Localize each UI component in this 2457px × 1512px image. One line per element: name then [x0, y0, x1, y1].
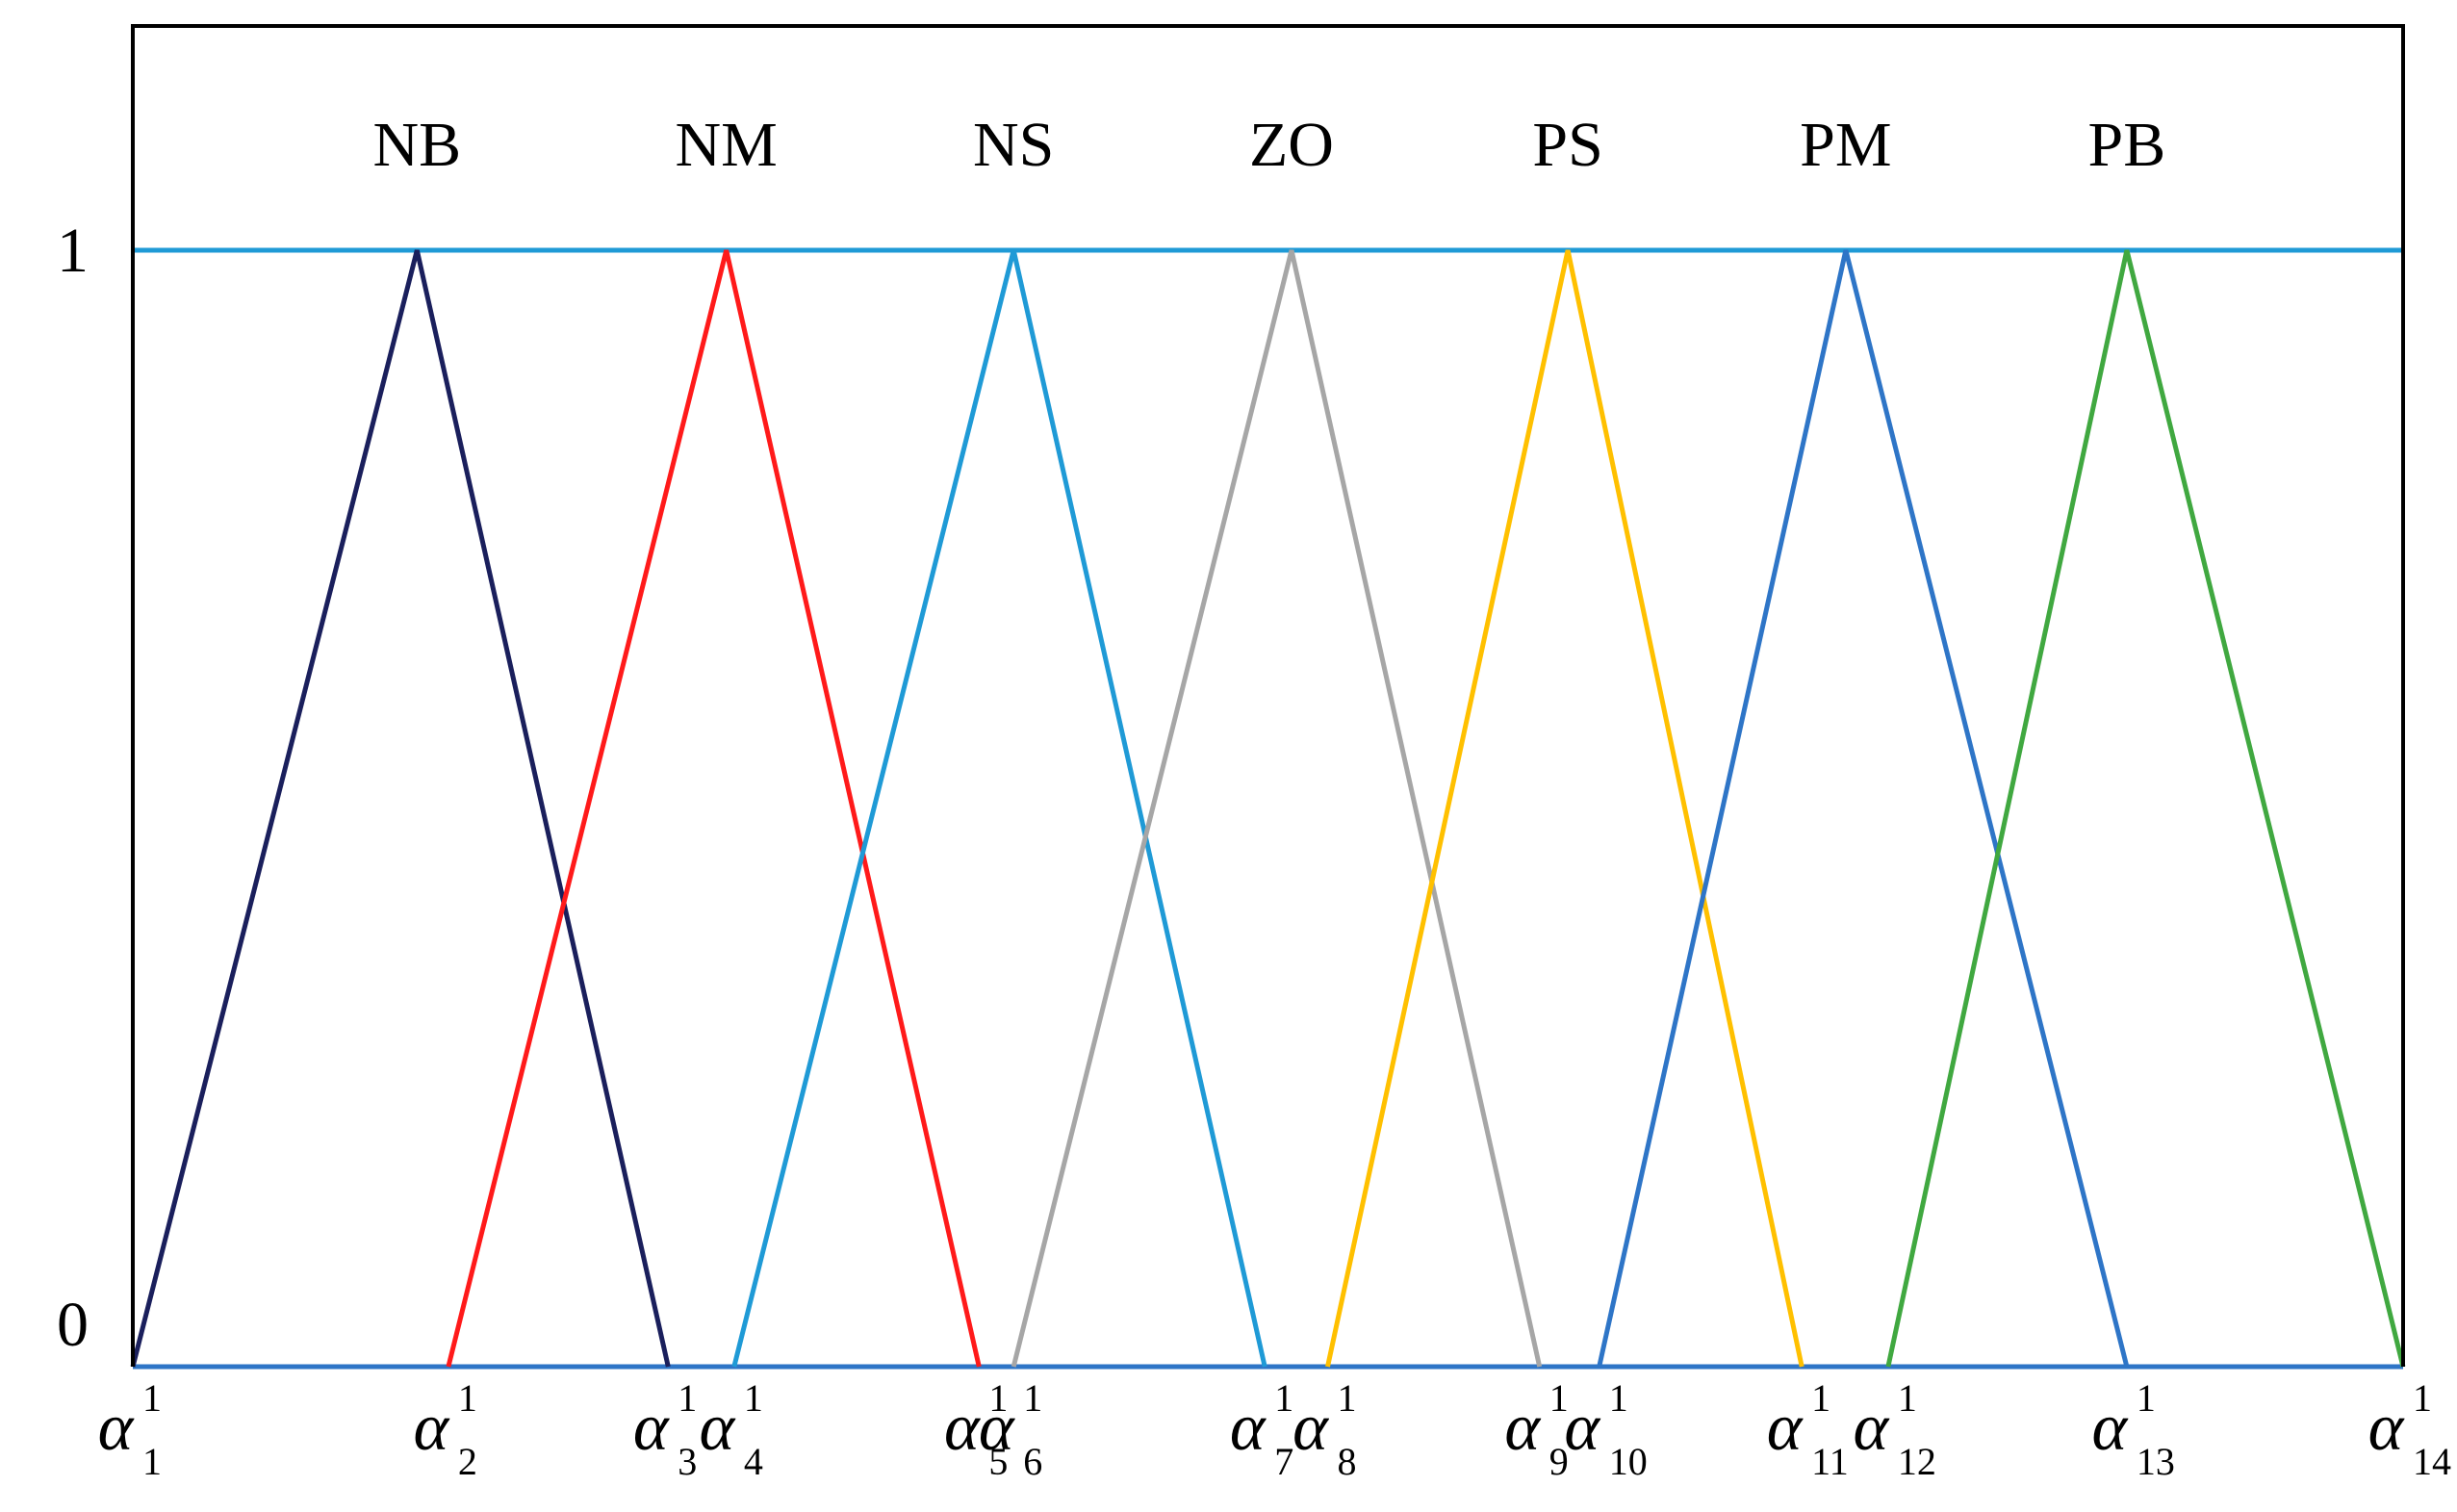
x-tick-base: α: [1292, 1391, 1329, 1465]
x-tick-superscript: 1: [744, 1376, 763, 1420]
x-tick-base: α: [1504, 1391, 1541, 1465]
x-tick-subscript: 9: [1549, 1440, 1569, 1483]
plot-frame: [131, 24, 2405, 1367]
series-labels: NB NM NS ZO PS PM PB: [372, 110, 2165, 180]
x-tick-subscript: 1: [142, 1440, 162, 1483]
series-label-ps: PS: [1532, 110, 1602, 180]
x-tick-subscript: 7: [1274, 1440, 1293, 1483]
x-tick-subscript: 5: [988, 1440, 1008, 1483]
series-label-ns: NS: [973, 110, 1054, 180]
x-tick-superscript: 1: [1337, 1376, 1356, 1420]
x-tick-superscript: 1: [458, 1376, 477, 1420]
series-label-zo: ZO: [1249, 110, 1334, 180]
reference-lines: [133, 247, 2403, 1370]
series-line-nb: [130, 249, 671, 1368]
x-tick-label-2: α 1 2: [414, 1376, 477, 1483]
plot-border: [131, 24, 2405, 1367]
y-tick-label-1: 1: [57, 216, 89, 286]
x-tick-label-14: α 1 14: [2368, 1376, 2451, 1483]
x-tick-base: α: [944, 1391, 981, 1465]
series-line-pm: [1597, 249, 2130, 1368]
series-line-ps: [1325, 249, 1804, 1368]
x-tick-base: α: [633, 1391, 670, 1465]
x-tick-subscript: 8: [1337, 1440, 1356, 1483]
x-tick-label-13: α 1 13: [2091, 1376, 2174, 1483]
series-label-nb: NB: [372, 110, 461, 180]
x-tick-subscript: 3: [678, 1440, 697, 1483]
x-tick-superscript: 1: [1898, 1376, 1917, 1420]
x-tick-superscript: 1: [2413, 1376, 2432, 1420]
x-tick-superscript: 1: [1023, 1376, 1042, 1420]
x-tick-label-8: α 1 8: [1292, 1376, 1356, 1483]
x-tick-base: α: [1854, 1391, 1890, 1465]
x-tick-base: α: [1564, 1391, 1600, 1465]
series-line-ns: [731, 249, 1267, 1368]
series-line-zo: [1011, 249, 1543, 1368]
x-tick-subscript: 6: [1023, 1440, 1042, 1483]
y-axis-ticks: 01: [57, 216, 89, 1360]
x-tick-superscript: 1: [142, 1376, 162, 1420]
x-tick-base: α: [979, 1391, 1015, 1465]
x-tick-superscript: 1: [1811, 1376, 1830, 1420]
x-tick-subscript: 2: [458, 1440, 477, 1483]
x-tick-label-5: α 1 5: [944, 1376, 1008, 1483]
series-label-pm: PM: [1800, 110, 1891, 180]
x-tick-label-7: α 1 7: [1230, 1376, 1293, 1483]
x-tick-superscript: 1: [678, 1376, 697, 1420]
x-tick-subscript: 13: [2137, 1440, 2175, 1483]
x-tick-superscript: 1: [1274, 1376, 1293, 1420]
x-tick-label-10: α 1 10: [1564, 1376, 1647, 1483]
x-tick-subscript: 12: [1898, 1440, 1936, 1483]
x-tick-label-6: α 16: [979, 1376, 1042, 1483]
x-tick-base: α: [1767, 1391, 1804, 1465]
series-label-nm: NM: [675, 110, 777, 180]
series-line-pb: [1885, 249, 2406, 1368]
x-tick-base: α: [1230, 1391, 1267, 1465]
x-tick-superscript: 1: [1549, 1376, 1569, 1420]
x-tick-base: α: [699, 1391, 735, 1465]
x-tick-superscript: 1: [1609, 1376, 1628, 1420]
series-lines: [130, 249, 2406, 1368]
x-tick-label-11: α 111: [1767, 1376, 1849, 1483]
x-tick-label-9: α 1 9: [1504, 1376, 1568, 1483]
x-tick-label-3: α 1 3: [633, 1376, 697, 1483]
x-tick-base: α: [2368, 1391, 2405, 1465]
x-tick-superscript: 1: [2137, 1376, 2156, 1420]
x-tick-base: α: [414, 1391, 450, 1465]
x-tick-base: α: [98, 1391, 135, 1465]
series-line-nm: [446, 249, 982, 1368]
x-tick-label-12: α 1 12: [1854, 1376, 1936, 1483]
x-tick-subscript: 14: [2413, 1440, 2451, 1483]
x-tick-label-1: α 1 1: [98, 1376, 162, 1483]
x-axis-ticks: α 11 α 12 α 13 α 14 α 15α 16 α 17α 18 α 19α 110 α 111 α 112 α…: [98, 1376, 2451, 1483]
series-label-pb: PB: [2088, 110, 2166, 180]
x-tick-base: α: [2091, 1391, 2128, 1465]
x-tick-subscript: 10: [1609, 1440, 1648, 1483]
x-tick-label-4: α 1 4: [699, 1376, 762, 1483]
y-tick-label-0: 0: [57, 1290, 89, 1360]
x-tick-superscript: 1: [988, 1376, 1008, 1420]
x-tick-subscript: 11: [1811, 1440, 1849, 1483]
x-tick-subscript: 4: [744, 1440, 763, 1483]
